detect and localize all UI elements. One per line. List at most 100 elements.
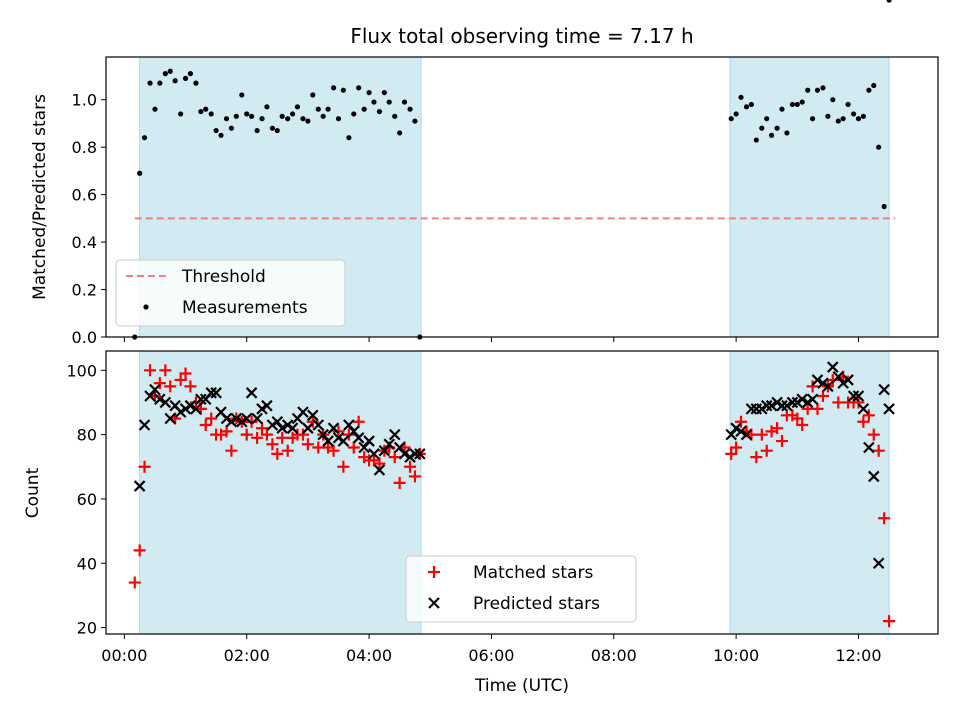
matched-star-point <box>332 425 345 438</box>
predicted-star-point <box>286 422 299 434</box>
measurement-point <box>820 85 826 91</box>
x-tick-label: 02:00 <box>224 646 270 665</box>
matched-star-point <box>878 512 891 525</box>
measurement-point <box>805 87 811 93</box>
measurement-point <box>376 108 383 115</box>
measurement-point <box>300 116 306 122</box>
measurement-point <box>728 116 734 122</box>
measurement-point <box>335 116 342 122</box>
matched-star-point <box>342 428 355 441</box>
measurement-point <box>835 118 841 124</box>
measurement-point <box>407 106 413 112</box>
measurement-point <box>809 116 816 122</box>
x-tick-label: 08:00 <box>591 646 637 665</box>
measurement-point <box>876 144 882 150</box>
predicted-star-point <box>740 428 753 441</box>
measurement-point <box>753 137 759 143</box>
measurement-point <box>386 99 392 105</box>
measurement-point <box>866 87 872 93</box>
bottom-y-ticks: 20 40 60 80 100 <box>66 361 106 638</box>
measurement-point <box>147 80 153 86</box>
matched-star-point <box>806 380 819 393</box>
matched-star-point <box>138 460 151 473</box>
measurement-point <box>794 101 800 108</box>
y-tick-label: 0.2 <box>72 281 97 300</box>
measurement-point <box>361 106 367 112</box>
matched-star-point <box>133 544 146 557</box>
measurement-point <box>193 80 199 86</box>
matched-star-point <box>852 396 865 409</box>
matched-star-point <box>153 377 166 390</box>
measurement-point <box>279 113 285 119</box>
x-tick-label: 06:00 <box>468 646 514 665</box>
matched-star-point <box>266 438 279 451</box>
predicted-star-point <box>159 396 172 409</box>
matched-star-point <box>301 438 314 451</box>
measurement-point <box>351 111 357 117</box>
predicted-star-point <box>781 399 793 412</box>
predicted-star-point <box>240 412 253 425</box>
predicted-star-point <box>811 374 824 386</box>
y-tick-label: 60 <box>77 490 97 509</box>
measurement-point <box>392 113 398 119</box>
matched-star-point <box>276 431 289 444</box>
measurement-point <box>203 106 209 112</box>
matched-star-point <box>862 409 875 422</box>
top-legend: Threshold Measurements <box>115 259 346 327</box>
predicted-star-point <box>306 409 319 422</box>
measurement-point <box>269 125 275 131</box>
predicted-star-point <box>414 448 426 460</box>
measurement-point <box>743 104 750 110</box>
legend-measurements-swatch <box>143 304 149 310</box>
matched-star-point <box>199 418 212 431</box>
matched-star-point <box>750 451 763 464</box>
matched-star-point <box>296 428 309 441</box>
measurement-point <box>167 68 173 74</box>
measurement-point <box>172 78 178 84</box>
x-tick-label: 10:00 <box>713 646 759 665</box>
measurement-point <box>289 111 296 117</box>
measurement-point <box>412 118 418 124</box>
matched-star-point <box>245 415 258 428</box>
matched-star-point <box>164 380 177 393</box>
predicted-star-point <box>368 448 380 460</box>
predicted-star-point <box>735 425 747 438</box>
matched-star-point <box>256 422 268 435</box>
predicted-star-point <box>373 464 386 476</box>
shaded-interval-0 <box>139 350 422 635</box>
y-tick-label: 0.8 <box>72 138 97 157</box>
bottom-x-ticks: 00:00 02:00 04:00 06:00 08:00 10:00 12:00 <box>101 634 882 665</box>
measurement-point <box>239 92 245 98</box>
matched-star-point <box>159 364 172 377</box>
matched-star-point <box>189 396 202 409</box>
measurement-point <box>182 75 189 81</box>
predicted-star-points <box>133 361 895 570</box>
measurement-point <box>233 113 239 119</box>
matched-star-point <box>755 428 768 441</box>
predicted-star-point <box>760 399 773 412</box>
legend-threshold-label: Threshold <box>181 267 266 287</box>
y-tick-label: 80 <box>77 426 97 445</box>
predicted-star-point <box>302 422 314 434</box>
measurement-points <box>132 0 892 340</box>
measurement-point <box>779 106 785 112</box>
measurement-point <box>254 127 260 134</box>
measurement-point <box>228 125 235 131</box>
predicted-star-point <box>149 383 161 396</box>
measurement-point <box>748 101 755 108</box>
bottom-legend-box <box>405 555 637 623</box>
predicted-star-point <box>352 432 365 444</box>
y-tick-label: 0.6 <box>72 186 97 205</box>
x-tick-label: 12:00 <box>835 646 881 665</box>
measurement-point <box>141 135 148 141</box>
matched-star-point <box>306 415 319 428</box>
measurement-point <box>285 116 291 122</box>
x-tick-label: 00:00 <box>101 646 147 665</box>
predicted-star-point <box>195 393 207 406</box>
matched-star-point <box>388 451 401 464</box>
matched-star-point <box>872 444 885 457</box>
matched-star-point <box>883 615 896 628</box>
measurement-point <box>401 99 408 105</box>
measurement-point <box>305 118 311 124</box>
